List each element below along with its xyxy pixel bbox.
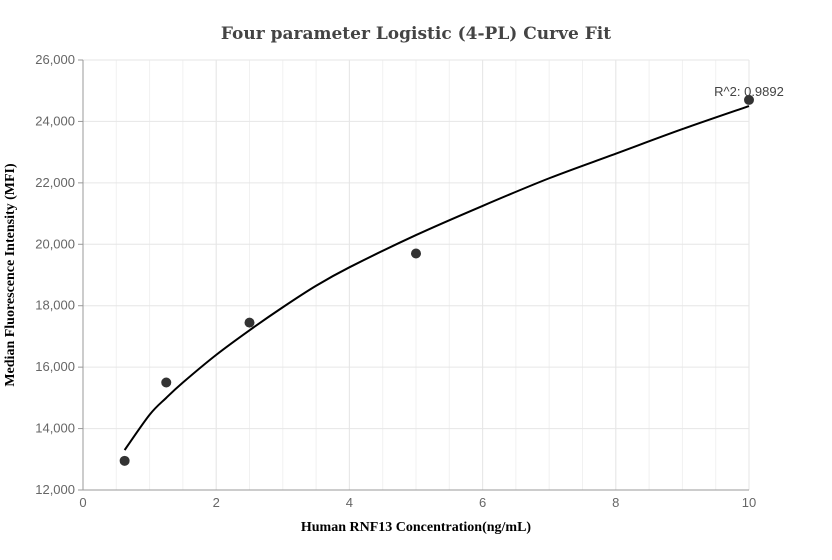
data-point (161, 377, 172, 388)
data-points (119, 94, 754, 466)
y-axis-label: Median Fluorescence Intensity (MFI) (3, 163, 18, 387)
x-tick-label: 6 (479, 495, 486, 510)
x-tick-label: 10 (742, 495, 756, 510)
fit-curve-line (123, 105, 750, 451)
x-tick-labels: 0 2 4 6 8 10 (79, 495, 756, 510)
data-point (119, 455, 130, 466)
y-tick-label: 22,000 (35, 175, 75, 190)
data-point (244, 317, 255, 328)
x-tick-label: 2 (213, 495, 220, 510)
y-tick-label: 14,000 (35, 421, 75, 436)
y-tick-label: 12,000 (35, 482, 75, 497)
grid (82, 59, 750, 491)
axes (78, 59, 749, 491)
fit-curve (123, 105, 750, 451)
y-tick-label: 18,000 (35, 298, 75, 313)
y-tick-label: 20,000 (35, 236, 75, 251)
y-tick-label: 16,000 (35, 359, 75, 374)
x-axis-label: Human RNF13 Concentration(ng/mL) (301, 520, 532, 535)
x-tick-label: 0 (79, 495, 86, 510)
chart-title: Four parameter Logistic (4-PL) Curve Fit (221, 24, 611, 44)
y-tick-label: 24,000 (35, 113, 75, 128)
x-tick-label: 8 (612, 495, 619, 510)
y-tick-label: 26,000 (35, 52, 75, 67)
y-tick-labels: 12,000 14,000 16,000 18,000 20,000 22,000 24,0… (35, 52, 75, 497)
x-tick-label: 4 (346, 495, 353, 510)
data-point (744, 94, 754, 105)
r-squared-annotation: R^2: 0.9892 (714, 84, 784, 99)
data-point (411, 248, 421, 259)
